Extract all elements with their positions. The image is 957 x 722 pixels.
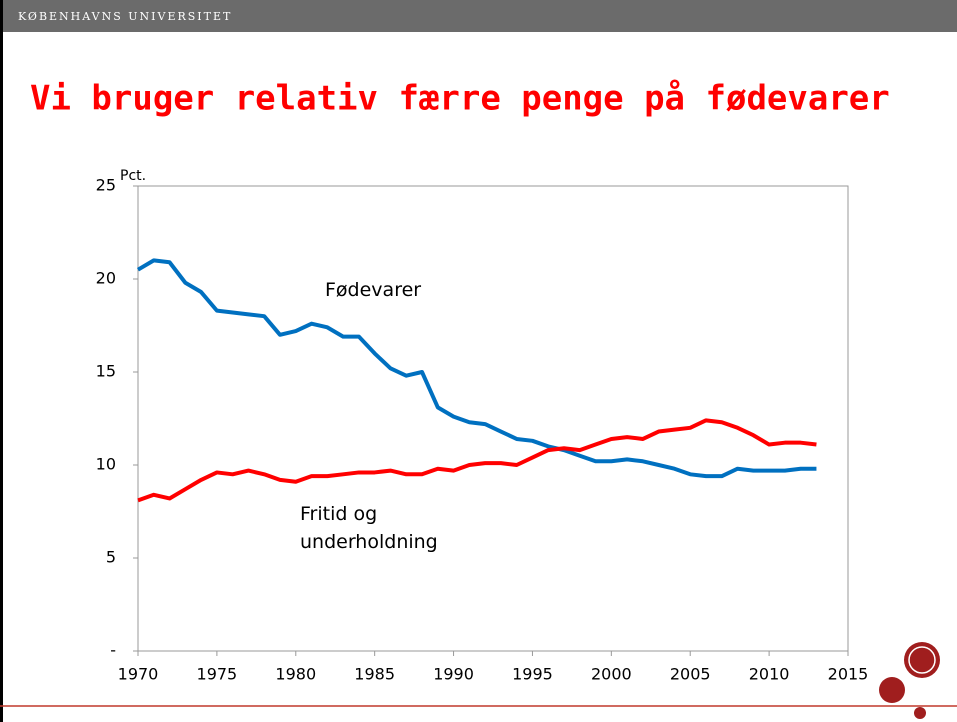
- y-axis-label: Pct.: [120, 168, 146, 184]
- y-tick-label: 5: [106, 548, 116, 567]
- line-series: [137, 418, 817, 503]
- x-tick-label: 2010: [749, 665, 790, 684]
- header-title: KØBENHAVNS UNIVERSITET: [18, 10, 232, 23]
- x-tick-label: 1970: [118, 665, 159, 684]
- chart-title: Vi bruger relativ færre penge på fødevar…: [30, 79, 890, 119]
- y-tick-label: 15: [96, 362, 116, 381]
- x-tick-label: 1995: [512, 665, 553, 684]
- x-tick-label: 1990: [433, 665, 474, 684]
- series-label: Fødevarer: [325, 279, 422, 301]
- y-tick-label: 10: [96, 455, 116, 474]
- x-tick-label: 2015: [828, 665, 869, 684]
- x-tick-label: 2005: [670, 665, 711, 684]
- x-tick-label: 1980: [275, 665, 316, 684]
- x-tick-label: 1985: [354, 665, 395, 684]
- series-label: Fritid og underholdning: [300, 503, 438, 553]
- footer-dot: [914, 707, 926, 719]
- logo-dot: [879, 677, 905, 703]
- x-tick-label: 1975: [197, 665, 238, 684]
- y-tick-label: 25: [96, 176, 116, 195]
- line-series: [136, 258, 817, 479]
- logo-ring: [908, 646, 936, 674]
- plot-frame: [137, 185, 849, 652]
- y-tick-label: -: [110, 641, 116, 660]
- y-tick-label: 20: [96, 269, 116, 288]
- header-bar: [0, 0, 957, 32]
- left-border: [0, 0, 3, 722]
- x-tick-label: 2000: [591, 665, 632, 684]
